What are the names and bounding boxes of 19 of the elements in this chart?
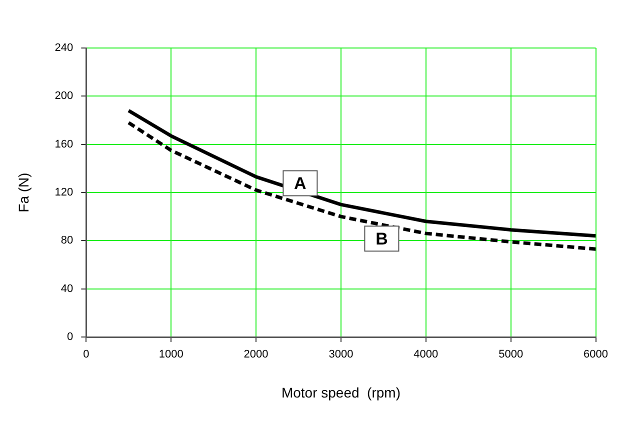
- x-axis-title: Motor speed (rpm): [281, 384, 400, 400]
- y-tick-label: 40: [60, 282, 74, 295]
- series-label: B: [376, 229, 388, 248]
- line-series: [126, 120, 596, 251]
- x-tick-label: 6000: [584, 348, 608, 361]
- x-tick-label: 2000: [244, 348, 268, 361]
- x-tick-label: 1000: [158, 348, 184, 361]
- y-tick-label: 80: [60, 234, 74, 247]
- y-tick-label: 120: [54, 186, 74, 199]
- x-tick-label: 4000: [414, 348, 438, 361]
- y-tick-label: 160: [54, 138, 74, 150]
- y-tick-label: 0: [67, 331, 74, 344]
- x-tick-label: 5000: [498, 348, 524, 361]
- series-label: A: [294, 174, 306, 193]
- x-tick-label: 0: [83, 348, 90, 361]
- y-tick-label: 200: [54, 90, 74, 102]
- x-tick-label: 3000: [328, 348, 354, 361]
- y-axis-title: Fa (N): [15, 172, 32, 212]
- y-tick-label: 240: [54, 42, 74, 54]
